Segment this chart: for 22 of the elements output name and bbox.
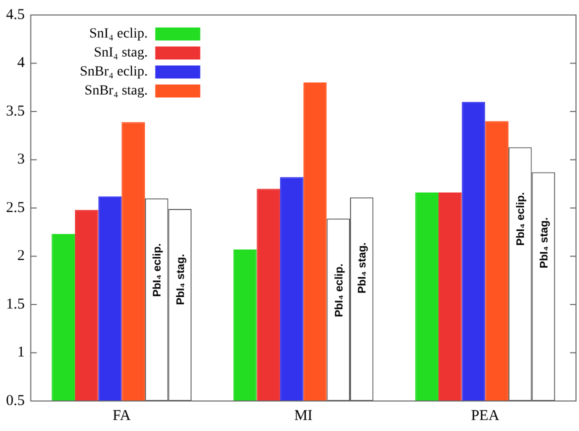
legend-label: SnBr₄ stag. xyxy=(84,84,148,99)
text: PbI₄ stag. xyxy=(538,217,550,268)
x-tick-label: PEA xyxy=(470,408,500,424)
legend-label: SnI₄ stag. xyxy=(94,46,148,61)
y-tick-label: 4 xyxy=(17,55,26,72)
legend-label: SnBr₄ eclip. xyxy=(80,64,148,80)
x-tick-label: FA xyxy=(112,408,131,424)
text: PbI₄ eclip. xyxy=(152,243,164,297)
y-tick-label: 1.5 xyxy=(6,296,25,312)
y-tick-label: 1 xyxy=(17,344,25,361)
legend-label: SnI₄ eclip. xyxy=(89,26,148,42)
text: PbI₄ eclip. xyxy=(515,192,528,246)
y-tick-label: 3.5 xyxy=(6,103,25,120)
y-tick-label: 2 xyxy=(17,248,25,264)
series-label: PbI₄ eclip. xyxy=(333,264,346,318)
series-label: PbI₄ stag. xyxy=(174,254,187,306)
y-tick-label: 2.5 xyxy=(6,200,25,216)
y-tick-label: 0.5 xyxy=(6,392,25,409)
text: PbI₄ stag. xyxy=(356,242,369,294)
y-tick-label: 4.5 xyxy=(6,6,25,23)
x-tick-label: MI xyxy=(294,408,313,424)
y-tick-label: 3 xyxy=(17,152,25,168)
